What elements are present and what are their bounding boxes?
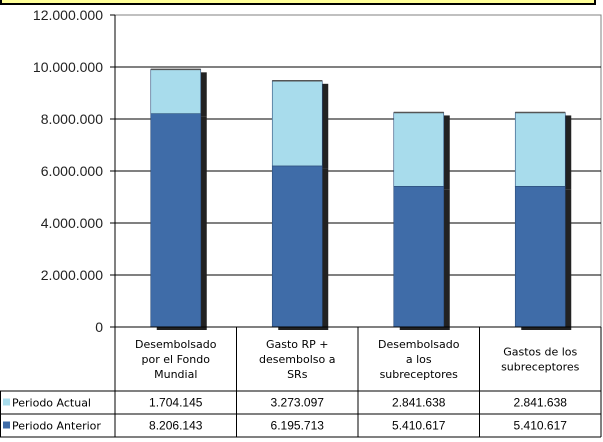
category-label: Desembolsado — [135, 338, 217, 351]
bar-stack — [393, 111, 450, 330]
data-table: Desembolsado por el Fondo Mundial Gasto RP … — [0, 326, 602, 438]
bar-periodo-anterior — [393, 186, 445, 328]
category-label: subreceptores — [501, 361, 580, 374]
bar-periodo-actual — [514, 112, 566, 187]
bar-periodo-actual — [150, 69, 202, 114]
category-label: subreceptores — [380, 368, 459, 381]
title-banner — [0, 0, 596, 5]
bar-periodo-actual — [393, 112, 445, 187]
y-tick-label: 6.000.000 — [41, 163, 103, 179]
bars — [150, 68, 572, 330]
legend-key — [3, 398, 10, 406]
data-label: 3.273.097 — [271, 396, 325, 410]
data-label: 6.195.713 — [271, 419, 325, 433]
bar-stack — [514, 111, 572, 330]
legend-label: Periodo Actual — [12, 397, 91, 410]
data-label: 5.410.617 — [392, 419, 446, 433]
category-label: SRs — [287, 368, 308, 381]
bar-periodo-actual — [271, 80, 323, 167]
legend-label: Periodo Anterior — [12, 420, 101, 433]
data-label: 1.704.145 — [149, 396, 203, 410]
category-label: Desembolsado — [378, 338, 460, 351]
category-label: Mundial — [154, 368, 197, 381]
category-label: Gastos de los — [503, 346, 577, 359]
y-tick-label: 12.000.000 — [33, 7, 103, 23]
y-tick-label: 4.000.000 — [41, 215, 103, 231]
y-axis: 0 2.000.000 4.000.000 6.000.000 8.000.000 10.… — [33, 7, 116, 335]
data-label: 2.841.638 — [514, 396, 568, 410]
y-tick-label: 2.000.000 — [41, 267, 103, 283]
legend-key — [3, 421, 10, 429]
bar-periodo-anterior — [271, 165, 323, 328]
category-label: a los — [406, 353, 432, 366]
bar-periodo-anterior — [514, 186, 566, 328]
category-label: Gasto RP + — [266, 338, 329, 351]
data-label: 5.410.617 — [514, 419, 568, 433]
category-label: por el Fondo — [142, 353, 211, 366]
y-tick-label: 0 — [95, 319, 103, 335]
y-tick-label: 10.000.000 — [33, 59, 103, 75]
category-label: desembolso a — [259, 353, 335, 366]
data-label: 2.841.638 — [392, 396, 446, 410]
bar-stack — [271, 80, 329, 330]
y-tick-label: 8.000.000 — [41, 111, 103, 127]
bar-periodo-anterior — [150, 113, 202, 328]
bar-stack — [150, 68, 207, 330]
data-label: 8.206.143 — [149, 419, 203, 433]
